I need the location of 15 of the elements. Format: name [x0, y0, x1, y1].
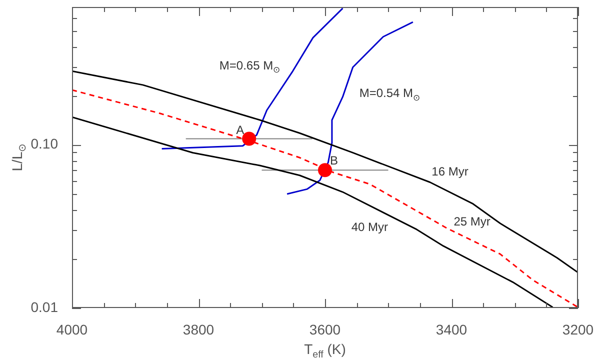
- series-label: M=0.65 M⊙: [219, 58, 280, 75]
- series-label: M=0.54 M⊙: [359, 86, 420, 102]
- series-label: 25 Myr: [454, 214, 490, 229]
- series-label: 16 Myr: [432, 164, 468, 179]
- series-label: 40 Myr: [351, 220, 388, 234]
- series-label: A: [236, 123, 244, 138]
- series-label: B: [330, 153, 338, 168]
- y-tick-label: 0.10: [30, 136, 58, 152]
- x-tick-label: 3800: [182, 321, 214, 338]
- x-tick-label: 3200: [562, 321, 594, 338]
- y-tick-label: 0.01: [30, 298, 58, 315]
- y-axis-title: L/L⊙: [8, 144, 29, 172]
- x-tick-label: 3400: [436, 321, 468, 338]
- x-tick-label: 4000: [56, 321, 88, 338]
- x-tick-label: 3600: [309, 321, 341, 338]
